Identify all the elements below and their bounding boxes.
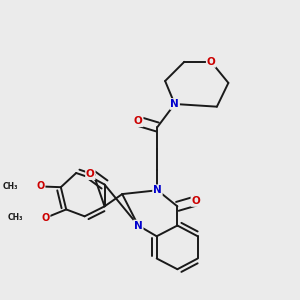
Text: O: O <box>191 196 200 206</box>
Text: O: O <box>134 116 143 126</box>
Text: CH₃: CH₃ <box>8 213 23 222</box>
Text: O: O <box>86 169 95 179</box>
Text: O: O <box>36 182 45 191</box>
Text: CH₃: CH₃ <box>3 182 18 191</box>
Text: O: O <box>207 57 215 67</box>
Text: N: N <box>134 220 143 230</box>
Text: O: O <box>41 213 50 223</box>
Text: N: N <box>170 99 179 109</box>
Text: N: N <box>153 185 162 195</box>
